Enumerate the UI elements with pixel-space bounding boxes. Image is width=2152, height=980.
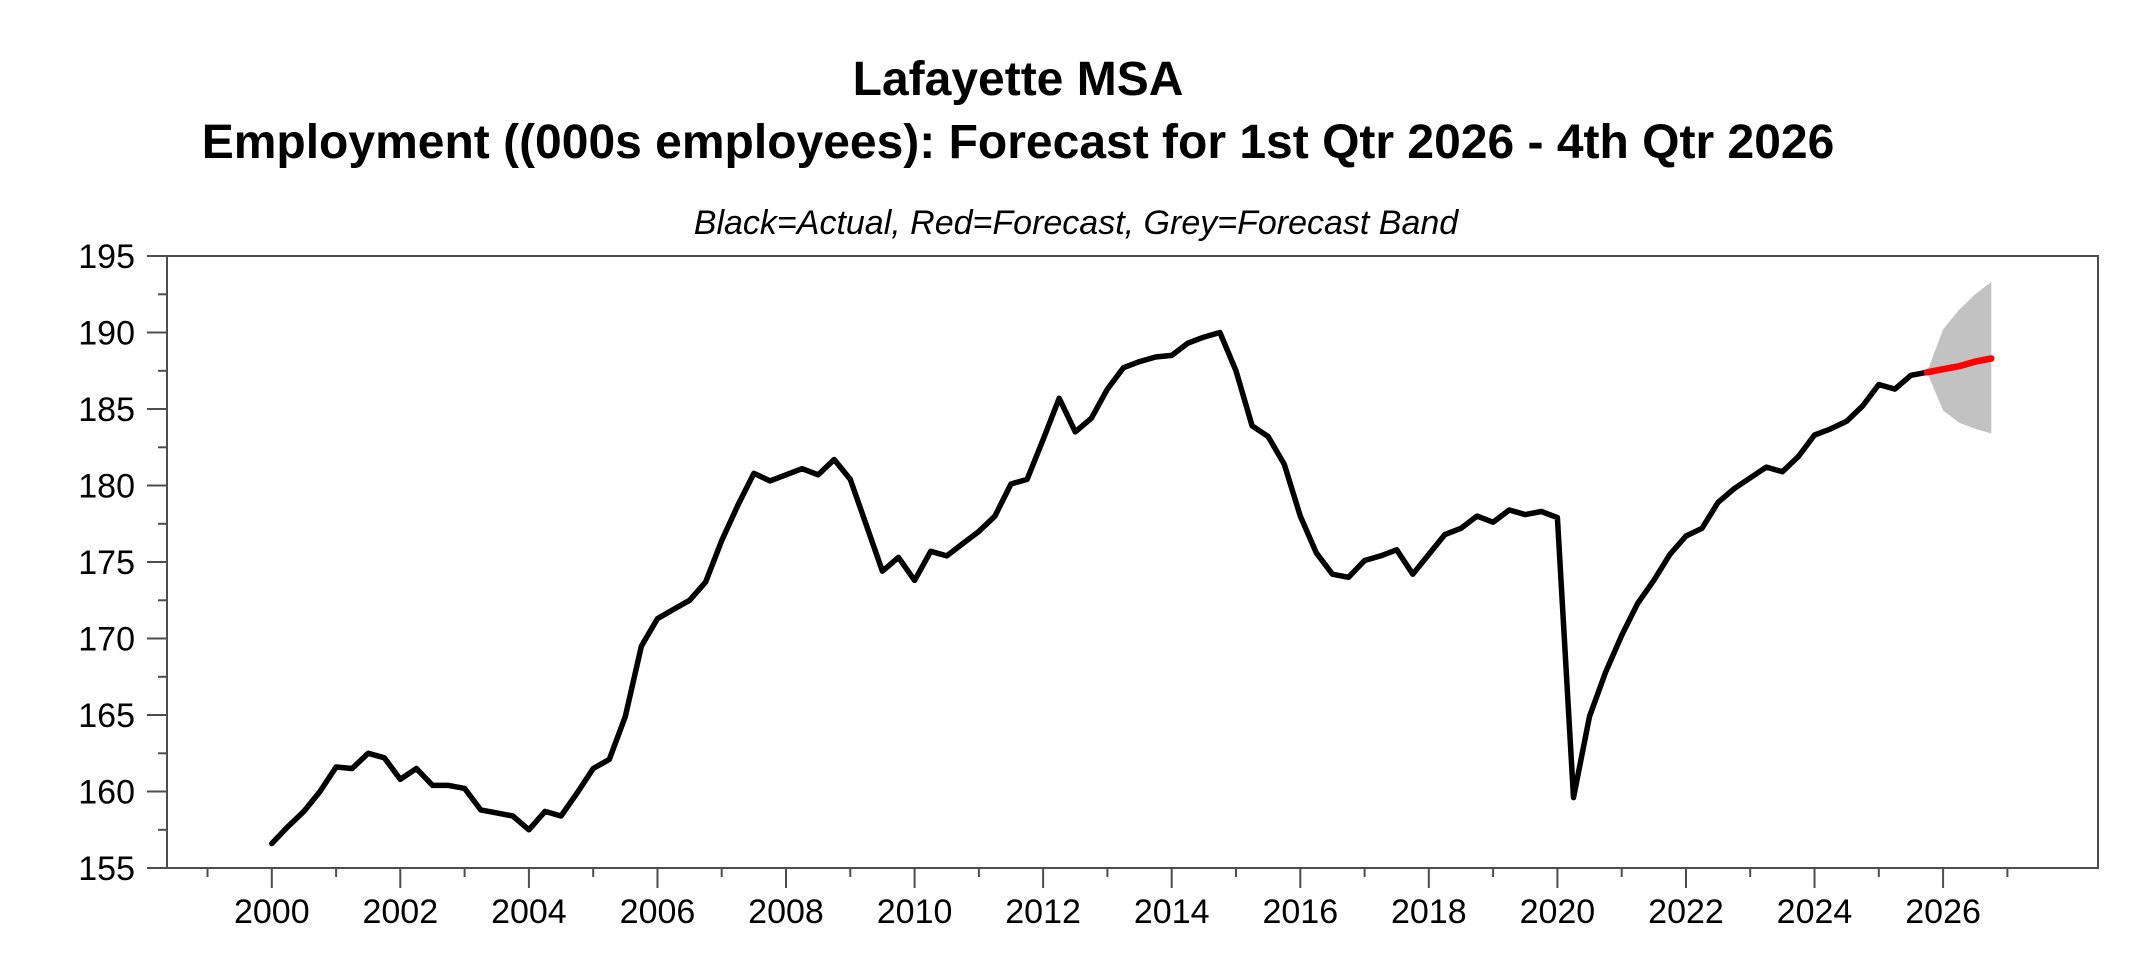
chart-title: Lafayette MSA Employment ((000s employee… bbox=[0, 48, 2094, 174]
y-tick-label: 195 bbox=[78, 238, 135, 276]
x-tick-label: 2006 bbox=[620, 893, 696, 931]
y-tick-label: 175 bbox=[78, 544, 135, 582]
forecast-line bbox=[1923, 355, 1995, 376]
chart-legend-note: Black=Actual, Red=Forecast, Grey=Forecas… bbox=[693, 204, 1459, 242]
x-tick-label: 2010 bbox=[877, 893, 953, 931]
y-tick-label: 170 bbox=[78, 621, 135, 659]
y-tick-label: 155 bbox=[78, 850, 135, 888]
y-tick-label: 165 bbox=[78, 697, 135, 735]
y-tick-label: 160 bbox=[78, 774, 135, 812]
y-tick-label: 180 bbox=[78, 468, 135, 506]
plot-frame bbox=[166, 255, 2099, 869]
x-tick-label: 2002 bbox=[362, 893, 438, 931]
actual-line bbox=[269, 329, 1930, 847]
x-tick-label: 2022 bbox=[1648, 893, 1724, 931]
x-tick-label: 2014 bbox=[1134, 893, 1210, 931]
x-tick-label: 2020 bbox=[1520, 893, 1596, 931]
x-tick-label: 2008 bbox=[748, 893, 824, 931]
x-tick-label: 2016 bbox=[1262, 893, 1338, 931]
x-tick-label: 2000 bbox=[234, 893, 310, 931]
x-tick-label: 2026 bbox=[1905, 893, 1981, 931]
chart-title-line2: Employment ((000s employees): Forecast f… bbox=[201, 116, 1835, 169]
x-tick-label: 2018 bbox=[1391, 893, 1467, 931]
x-tick-label: 2024 bbox=[1777, 893, 1853, 931]
forecast-band bbox=[1927, 282, 1992, 434]
y-tick-label: 190 bbox=[78, 315, 135, 353]
x-tick-label: 2012 bbox=[1005, 893, 1081, 931]
y-tick-label: 185 bbox=[78, 391, 135, 429]
chart-title-line1: Lafayette MSA bbox=[852, 53, 1184, 106]
x-tick-label: 2004 bbox=[491, 893, 567, 931]
